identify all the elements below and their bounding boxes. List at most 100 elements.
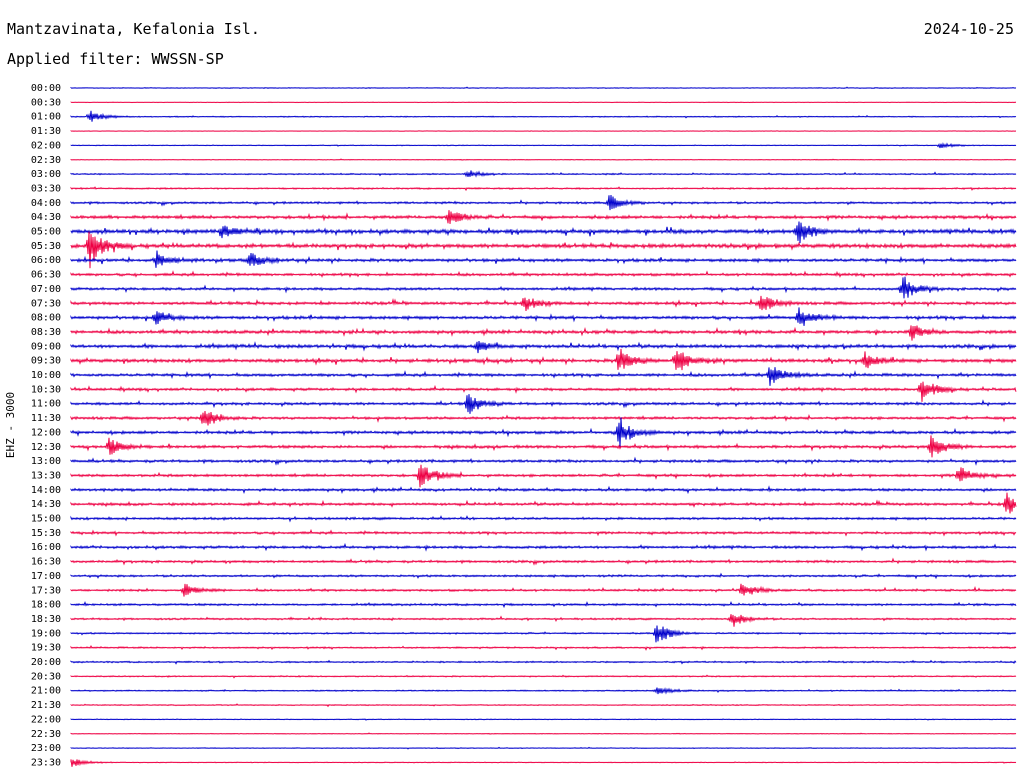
trace-line xyxy=(70,746,1017,750)
row-time-label: 14:00 xyxy=(31,485,61,496)
trace-line xyxy=(70,307,1017,326)
row-time-label: 12:00 xyxy=(31,427,61,438)
trace-line xyxy=(70,759,1017,767)
filter-label: Applied filter: WWSSN-SP xyxy=(7,50,224,68)
y-axis-label: EHZ - 3000 xyxy=(4,392,17,458)
row-time-label: 15:30 xyxy=(31,528,61,539)
row-time-label: 19:00 xyxy=(31,628,61,639)
row-time-label: 08:30 xyxy=(31,327,61,338)
row-time-label: 03:00 xyxy=(31,169,61,180)
trace-line xyxy=(70,703,1017,708)
row-time-label: 20:30 xyxy=(31,671,61,682)
row-time-label: 16:30 xyxy=(31,557,61,568)
row-time-label: 04:00 xyxy=(31,198,61,209)
row-time-label: 18:00 xyxy=(31,600,61,611)
trace-line xyxy=(70,381,1017,402)
row-time-label: 10:00 xyxy=(31,370,61,381)
row-time-label: 06:30 xyxy=(31,270,61,281)
trace-line xyxy=(70,732,1017,735)
row-time-label: 00:30 xyxy=(31,97,61,108)
row-time-label: 11:00 xyxy=(31,399,61,410)
date-label: 2024-10-25 xyxy=(923,20,1014,38)
row-time-label: 08:00 xyxy=(31,313,61,324)
row-time-label: 07:30 xyxy=(31,298,61,309)
row-time-label: 13:00 xyxy=(31,456,61,467)
row-time-label: 22:30 xyxy=(31,729,61,740)
trace-line xyxy=(70,492,1017,514)
trace-line xyxy=(70,417,1017,447)
trace-line xyxy=(70,101,1017,104)
row-time-label: 19:30 xyxy=(31,643,61,654)
row-time-label: 21:30 xyxy=(31,700,61,711)
trace-line xyxy=(70,158,1017,161)
row-time-label: 01:00 xyxy=(31,112,61,123)
row-time-label: 03:30 xyxy=(31,183,61,194)
trace-line xyxy=(70,583,1017,597)
row-time-label: 10:30 xyxy=(31,384,61,395)
trace-line xyxy=(70,674,1017,679)
row-time-label: 14:30 xyxy=(31,499,61,510)
row-time-label: 15:00 xyxy=(31,514,61,525)
trace-line xyxy=(70,250,1017,268)
row-time-label: 06:00 xyxy=(31,255,61,266)
trace-line xyxy=(70,341,1017,354)
trace-line xyxy=(70,110,1017,122)
trace-line xyxy=(70,572,1017,580)
trace-line xyxy=(70,659,1017,665)
trace-line xyxy=(70,625,1017,643)
row-time-label: 20:00 xyxy=(31,657,61,668)
row-time-label: 17:30 xyxy=(31,585,61,596)
row-time-label: 17:00 xyxy=(31,571,61,582)
trace-line xyxy=(70,394,1017,414)
row-time-label: 02:00 xyxy=(31,140,61,151)
trace-line xyxy=(70,86,1017,90)
trace-line xyxy=(70,170,1017,178)
trace-line xyxy=(70,231,1017,269)
trace-line xyxy=(70,645,1017,651)
row-time-label: 21:00 xyxy=(31,686,61,697)
trace-line xyxy=(70,221,1017,244)
trace-line xyxy=(70,542,1017,552)
row-time-label: 09:30 xyxy=(31,356,61,367)
row-time-label: 05:30 xyxy=(31,241,61,252)
trace-line xyxy=(70,435,1017,458)
row-time-label: 09:00 xyxy=(31,341,61,352)
trace-line xyxy=(70,528,1017,537)
trace-line xyxy=(70,348,1017,371)
row-time-label: 11:30 xyxy=(31,413,61,424)
row-time-label: 07:00 xyxy=(31,284,61,295)
row-time-label: 13:30 xyxy=(31,470,61,481)
trace-line xyxy=(70,130,1017,132)
row-time-label: 23:00 xyxy=(31,743,61,754)
row-time-label: 23:30 xyxy=(31,757,61,768)
trace-line xyxy=(70,687,1017,695)
trace-line xyxy=(70,600,1017,609)
trace-line xyxy=(70,210,1017,224)
row-time-label: 00:00 xyxy=(31,83,61,94)
row-time-label: 05:00 xyxy=(31,227,61,238)
station-title: Mantzavinata, Kefalonia Isl. xyxy=(7,20,260,38)
row-time-label: 22:00 xyxy=(31,714,61,725)
trace-line xyxy=(70,464,1017,488)
trace-line xyxy=(70,270,1017,279)
row-time-label: 12:30 xyxy=(31,442,61,453)
row-time-label: 02:30 xyxy=(31,155,61,166)
trace-line xyxy=(70,295,1017,311)
trace-line xyxy=(70,485,1017,495)
row-time-label: 01:30 xyxy=(31,126,61,137)
trace-line xyxy=(70,367,1017,386)
row-time-label: 16:00 xyxy=(31,542,61,553)
trace-line xyxy=(70,276,1017,299)
row-time-label: 18:30 xyxy=(31,614,61,625)
trace-line xyxy=(70,194,1017,211)
trace-line xyxy=(70,515,1017,523)
trace-line xyxy=(70,186,1017,192)
trace-line xyxy=(70,410,1017,426)
row-time-label: 04:30 xyxy=(31,212,61,223)
trace-line xyxy=(70,718,1017,721)
trace-line xyxy=(70,614,1017,627)
trace-line xyxy=(70,557,1017,566)
trace-line xyxy=(70,456,1017,466)
trace-line xyxy=(70,142,1017,149)
